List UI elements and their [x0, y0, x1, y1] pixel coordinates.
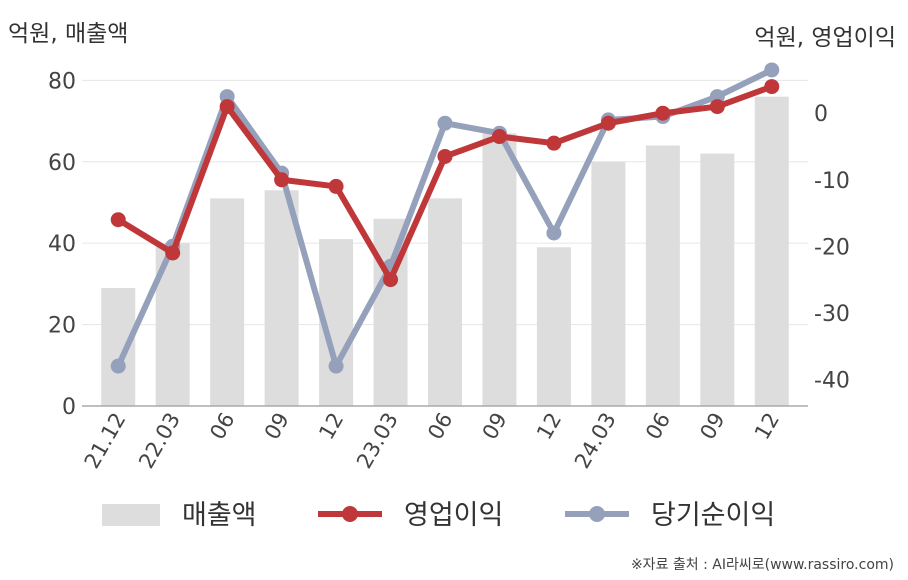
data-point [328, 358, 344, 374]
left-tick-label: 20 [48, 314, 76, 339]
series-lines [110, 62, 780, 374]
bar [591, 161, 626, 406]
x-tick-label: 12 [532, 409, 566, 444]
bar [482, 133, 517, 407]
data-point [219, 99, 235, 115]
x-tick-label: 12 [750, 409, 784, 444]
data-point [165, 245, 181, 261]
data-point [655, 105, 671, 121]
x-tick-label: 06 [423, 409, 457, 444]
x-tick-label: 09 [260, 409, 294, 444]
x-tick-label: 06 [205, 409, 239, 444]
right-tick-label: 0 [814, 102, 828, 127]
data-point [491, 129, 507, 145]
data-point [600, 115, 616, 131]
x-tick-label: 09 [478, 409, 512, 444]
bar [210, 198, 245, 406]
bar [700, 153, 735, 406]
left-tick-label: 0 [62, 395, 76, 420]
data-point [274, 172, 290, 188]
legend-label: 당기순이익 [651, 500, 775, 531]
left-axis-unit-label: 억원, 매출액 [8, 21, 129, 47]
x-tick-labels: 21.12 22.03 06 09 12 23.03 06 09 12 24.03 06 09 12 [80, 409, 784, 473]
data-point [764, 62, 780, 78]
bar [645, 145, 680, 406]
left-tick-labels: 0 20 40 60 80 [48, 69, 76, 420]
data-point [764, 79, 780, 95]
x-tick-label: 06 [641, 409, 675, 444]
revenue-bars [101, 96, 789, 407]
right-tick-label: -30 [814, 302, 850, 327]
source-footer: ※자료 출처 : AI라씨로(www.rassiro.com) [630, 557, 894, 573]
data-point [546, 225, 562, 241]
data-point [437, 115, 453, 131]
right-tick-label: -10 [814, 169, 850, 194]
legend-marker [589, 506, 605, 522]
legend-marker [342, 506, 358, 522]
left-tick-label: 80 [48, 69, 76, 94]
x-tick-label: 23.03 [352, 409, 403, 473]
x-tick-label: 22.03 [134, 409, 185, 473]
left-tick-label: 40 [48, 232, 76, 257]
right-tick-label: -40 [814, 368, 850, 393]
data-point [546, 135, 562, 151]
right-tick-label: -20 [814, 235, 850, 260]
x-tick-label: 24.03 [570, 409, 621, 473]
data-point [437, 148, 453, 164]
legend: 매출액 영업이익 당기순이익 [102, 500, 775, 531]
left-tick-label: 60 [48, 151, 76, 176]
data-point [383, 272, 399, 288]
legend-swatch [102, 504, 160, 526]
x-tick-label: 21.12 [80, 409, 131, 473]
right-axis-unit-label: 억원, 영업이익 [754, 25, 896, 51]
data-point [328, 178, 344, 194]
data-point [110, 358, 126, 374]
legend-label: 매출액 [182, 500, 257, 531]
bar [536, 247, 571, 406]
legend-label: 영업이익 [404, 500, 503, 531]
bar [754, 96, 789, 407]
x-tick-label: 12 [314, 409, 348, 444]
data-point [709, 99, 725, 115]
bar [264, 190, 299, 406]
bar [428, 198, 462, 406]
data-point [110, 212, 126, 228]
right-tick-labels: 0 -10 -20 -30 -40 [814, 102, 850, 393]
x-tick-label: 09 [695, 409, 729, 444]
